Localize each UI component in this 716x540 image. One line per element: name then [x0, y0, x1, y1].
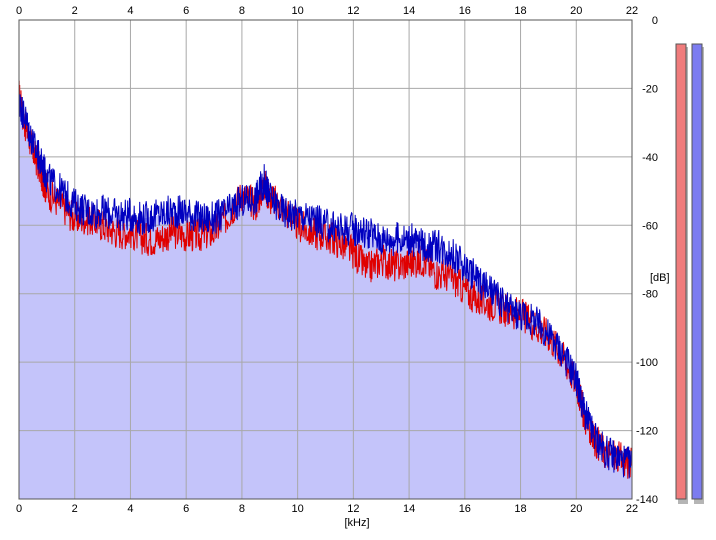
y-tick-label: -80 [642, 289, 658, 301]
x-top-tick-label: 4 [127, 5, 133, 17]
x-top-tick-label: 0 [16, 5, 22, 17]
y-tick-label: -120 [636, 426, 658, 438]
x-top-tick-label: 6 [183, 5, 189, 17]
x-top-tick-label: 16 [459, 5, 471, 17]
x-bottom-tick-label: 12 [347, 503, 359, 515]
level-meter-left [675, 43, 687, 500]
y-tick-label: 0 [652, 15, 658, 27]
x-bottom-tick-labels: 0 2 4 6 8 10 12 14 16 18 20 22 [16, 503, 638, 515]
x-top-tick-label: 18 [514, 5, 526, 17]
x-bottom-tick-label: 20 [570, 503, 582, 515]
x-bottom-tick-label: 4 [127, 503, 133, 515]
y-tick-label: -100 [636, 357, 658, 369]
x-bottom-tick-label: 10 [292, 503, 304, 515]
x-bottom-tick-label: 8 [239, 503, 245, 515]
x-top-tick-label: 14 [403, 5, 415, 17]
y-axis-label: [dB] [650, 272, 670, 284]
x-top-tick-label: 22 [626, 5, 638, 17]
x-top-tick-label: 20 [570, 5, 582, 17]
x-bottom-tick-label: 22 [626, 503, 638, 515]
series-line-2 [18, 87, 633, 479]
x-bottom-tick-label: 16 [459, 503, 471, 515]
x-top-tick-label: 12 [347, 5, 359, 17]
level-meter-right [691, 43, 703, 500]
x-bottom-tick-label: 18 [514, 503, 526, 515]
level-meters [675, 43, 704, 504]
series-layer [18, 80, 633, 479]
x-bottom-tick-label: 0 [16, 503, 22, 515]
y-tick-label: -40 [642, 152, 658, 164]
spectrum-area-layer [19, 95, 632, 500]
x-top-tick-label: 10 [292, 5, 304, 17]
x-bottom-tick-label: 6 [183, 503, 189, 515]
x-top-tick-label: 2 [72, 5, 78, 17]
y-tick-label: -140 [636, 494, 658, 506]
y-tick-label: -20 [642, 83, 658, 95]
x-top-tick-labels: 0 2 4 6 8 10 12 14 16 18 20 22 [16, 5, 638, 17]
plot-frame [18, 19, 633, 500]
y-tick-labels: 0 -20 -40 -60 -80 -100 -120 -140 [636, 15, 658, 506]
x-axis-label: [kHz] [344, 517, 369, 529]
y-tick-label: -60 [642, 220, 658, 232]
x-top-tick-label: 8 [239, 5, 245, 17]
x-bottom-tick-label: 2 [72, 503, 78, 515]
x-bottom-tick-label: 14 [403, 503, 415, 515]
spectrum-area [19, 95, 632, 500]
